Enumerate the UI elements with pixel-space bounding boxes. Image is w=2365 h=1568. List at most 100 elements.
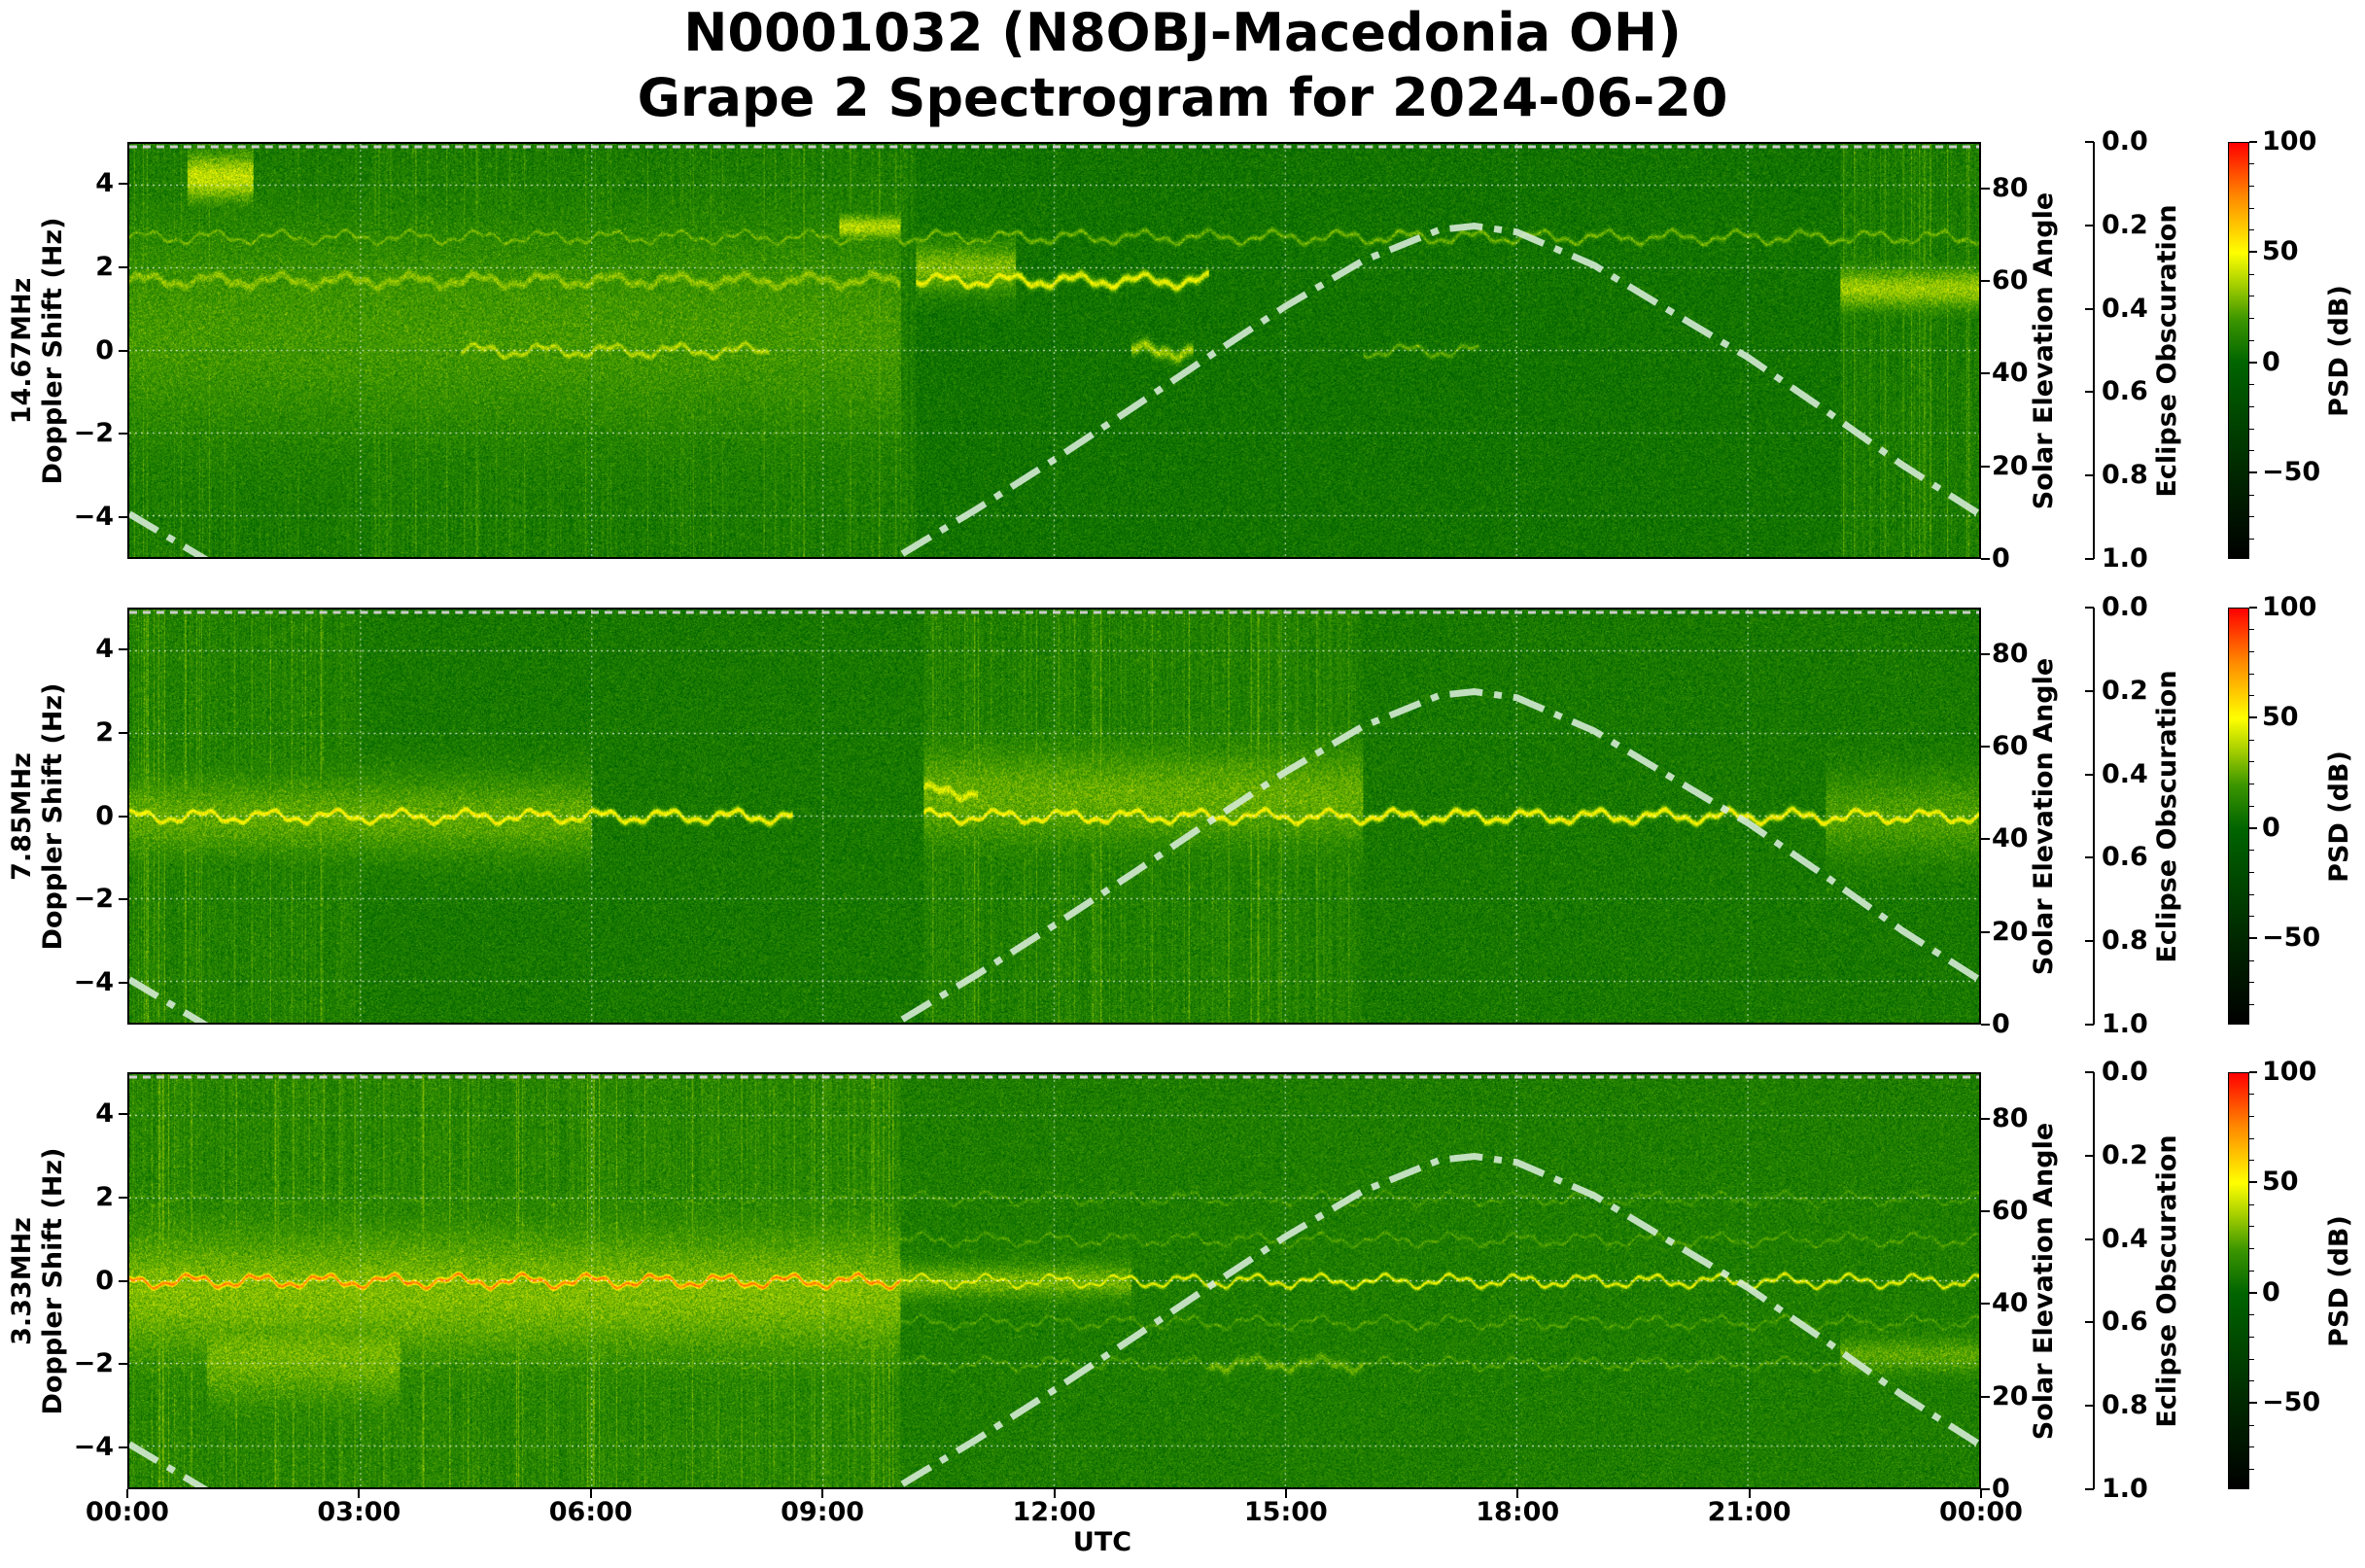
elevation-tick-label: 40 [1992, 823, 2029, 854]
elevation-tick-mark [1981, 558, 1990, 560]
colorbar-tick-mark [2249, 251, 2257, 254]
colorbar-minor-tick [2249, 384, 2254, 386]
y-tick-label: 0 [95, 1265, 114, 1296]
eclipse-tick-label: 0.0 [2102, 126, 2148, 157]
elevation-tick-label: 0 [1992, 1009, 2010, 1039]
spectrogram-image [129, 1074, 1979, 1487]
colorbar-minor-tick [2249, 1469, 2254, 1471]
eclipse-tick-label: 0.6 [2102, 376, 2148, 407]
colorbar-minor-tick [2249, 1446, 2254, 1448]
colorbar-minor-tick [2249, 1380, 2254, 1382]
y-tick-label: −4 [73, 502, 114, 533]
colorbar-minor-tick [2249, 428, 2254, 430]
eclipse-tick-label: 1.0 [2102, 543, 2148, 574]
eclipse-tick-mark [2085, 1154, 2094, 1157]
eclipse-axis-spine [2093, 142, 2095, 559]
eclipse-tick-label: 0.2 [2102, 209, 2148, 240]
y-tick-mark [119, 1363, 127, 1366]
x-tick-label: 06:00 [548, 1497, 633, 1527]
y-tick-mark [119, 1446, 127, 1449]
eclipse-tick-mark [2085, 1488, 2094, 1490]
x-tick-label: 15:00 [1243, 1497, 1328, 1527]
y-tick-mark [119, 1112, 127, 1115]
y-tick-mark [119, 647, 127, 650]
elevation-tick-mark [1981, 930, 1990, 933]
eclipse-tick-label: 0.6 [2102, 842, 2148, 873]
eclipse-axis-label: Eclipse Obscuration [2152, 1133, 2182, 1428]
eclipse-tick-mark [2085, 1321, 2094, 1324]
elevation-tick-label: 80 [1992, 638, 2029, 669]
colorbar [2228, 1072, 2249, 1489]
y-tick-label: 4 [95, 633, 114, 664]
colorbar-minor-tick [2249, 450, 2254, 452]
spectrogram-panel [127, 142, 1981, 559]
x-tick-label: 09:00 [781, 1497, 865, 1527]
spectrogram-panel [127, 1072, 1981, 1489]
colorbar-minor-tick [2249, 1115, 2254, 1117]
elevation-tick-label: 20 [1992, 1380, 2029, 1411]
colorbar-minor-tick [2249, 163, 2254, 165]
x-tick-mark [589, 1489, 592, 1498]
colorbar-minor-tick [2249, 339, 2254, 341]
y-tick-label: −2 [73, 1348, 114, 1379]
elevation-tick-mark [1981, 1395, 1990, 1398]
eclipse-tick-mark [2085, 1024, 2094, 1026]
colorbar-tick-label: 50 [2262, 702, 2299, 733]
colorbar-minor-tick [2249, 739, 2254, 741]
elevation-tick-mark [1981, 280, 1990, 282]
colorbar-tick-mark [2249, 607, 2257, 609]
elevation-tick-label: 40 [1992, 1288, 2029, 1319]
colorbar-tick-label: 0 [2262, 812, 2280, 843]
eclipse-tick-mark [2085, 391, 2094, 394]
chart-title-line1: N0001032 (N8OBJ-Macedonia OH) [683, 2, 1682, 63]
x-tick-label: 00:00 [1939, 1497, 2023, 1527]
spectrogram-image [129, 610, 1979, 1023]
eclipse-tick-label: 0.6 [2102, 1307, 2148, 1338]
solar-elevation-line [129, 223, 1979, 557]
x-tick-mark [1748, 1489, 1751, 1498]
eclipse-tick-label: 0.2 [2102, 1139, 2148, 1170]
x-tick-mark [126, 1489, 128, 1498]
elevation-tick-mark [1981, 652, 1990, 655]
colorbar-minor-tick [2249, 1270, 2254, 1272]
colorbar-tick-label: −50 [2262, 457, 2321, 488]
colorbar-tick-label: 0 [2262, 1276, 2280, 1307]
elevation-tick-label: 60 [1992, 265, 2029, 296]
y-tick-mark [119, 982, 127, 985]
eclipse-tick-label: 0.4 [2102, 1223, 2148, 1254]
eclipse-tick-mark [2085, 141, 2094, 143]
elevation-tick-label: 0 [1992, 1474, 2010, 1504]
colorbar-minor-tick [2249, 273, 2254, 275]
eclipse-tick-mark [2085, 773, 2094, 776]
eclipse-tick-label: 1.0 [2102, 1009, 2148, 1039]
colorbar-minor-tick [2249, 405, 2254, 407]
elevation-tick-label: 20 [1992, 916, 2029, 947]
colorbar-minor-tick [2249, 494, 2254, 496]
y-tick-mark [119, 433, 127, 436]
eclipse-tick-mark [2085, 689, 2094, 692]
eclipse-tick-label: 0.8 [2102, 925, 2148, 957]
overlay [129, 1074, 1979, 1487]
colorbar-tick-mark [2249, 1071, 2257, 1073]
overlay [129, 610, 1979, 1023]
y-tick-mark [119, 815, 127, 818]
colorbar-tick-label: −50 [2262, 1387, 2321, 1418]
eclipse-axis-spine [2093, 1072, 2095, 1489]
eclipse-tick-label: 0.0 [2102, 592, 2148, 622]
elevation-tick-mark [1981, 1024, 1990, 1026]
x-tick-mark [358, 1489, 361, 1498]
colorbar-tick-mark [2249, 361, 2257, 364]
y-tick-mark [119, 349, 127, 352]
colorbar-minor-tick [2249, 1314, 2254, 1316]
colorbar-minor-tick [2249, 1358, 2254, 1360]
eclipse-tick-label: 0.4 [2102, 758, 2148, 789]
elevation-axis-label: Solar Elevation Angle [2029, 657, 2059, 975]
colorbar-minor-tick [2249, 629, 2254, 631]
x-tick-label: 21:00 [1707, 1497, 1791, 1527]
eclipse-tick-mark [2085, 607, 2094, 609]
colorbar-minor-tick [2249, 1004, 2254, 1006]
colorbar-tick-mark [2249, 471, 2257, 474]
x-tick-mark [1284, 1489, 1287, 1498]
colorbar-tick-label: 100 [2262, 592, 2317, 622]
elevation-tick-mark [1981, 1303, 1990, 1306]
